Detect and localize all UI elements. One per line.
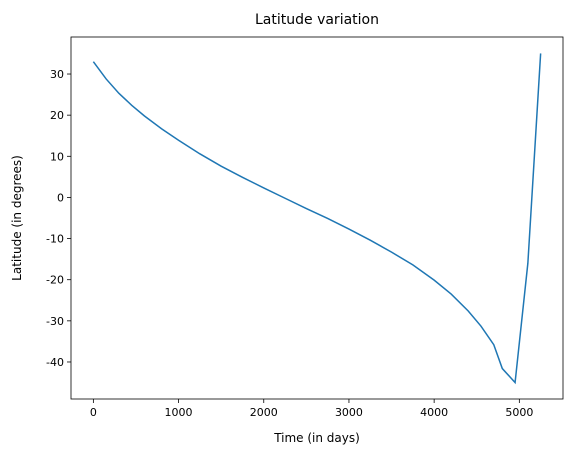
x-tick-label: 4000	[420, 406, 448, 419]
plot-frame	[70, 36, 564, 400]
x-tick-label: 2000	[250, 406, 278, 419]
y-tick-label: -20	[46, 274, 64, 287]
y-tick-label: 20	[50, 109, 64, 122]
x-tick-label: 0	[90, 406, 97, 419]
x-axis-label: Time (in days)	[273, 431, 360, 445]
x-tick-label: 5000	[505, 406, 533, 419]
y-tick-label: 10	[50, 150, 64, 163]
y-axis-label: Latitude (in degrees)	[10, 155, 24, 281]
y-tick-label: -40	[46, 356, 64, 369]
y-tick-label: 30	[50, 68, 64, 81]
y-tick-label: -30	[46, 315, 64, 328]
x-tick-label: 3000	[335, 406, 363, 419]
x-tick-label: 1000	[165, 406, 193, 419]
y-tick-label: -10	[46, 233, 64, 246]
line	[92, 53, 542, 385]
y-tick-label: 0	[57, 191, 64, 204]
chart-title: Latitude variation	[255, 12, 379, 28]
